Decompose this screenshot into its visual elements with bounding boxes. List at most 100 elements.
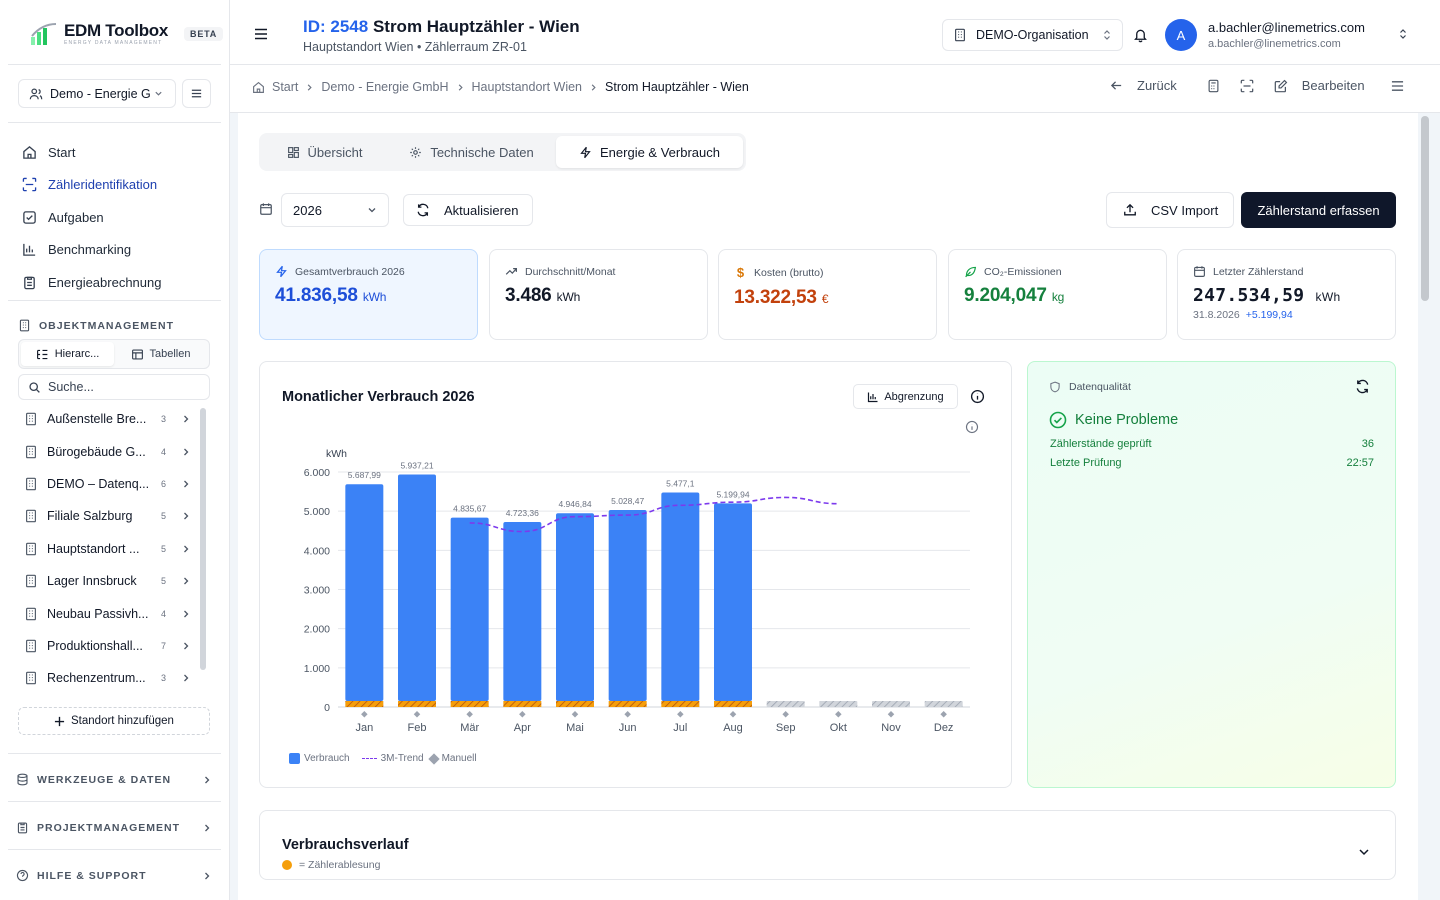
record-reading-button[interactable]: Zählerstand erfassen	[1241, 192, 1396, 228]
edit-icon[interactable]	[1274, 79, 1288, 93]
tree-item-label: Rechenzentrum...	[47, 671, 146, 686]
tree-item[interactable]: Außenstelle Bre... 3	[18, 403, 198, 435]
nav-energieabrechnung[interactable]: Energieabrechnung	[18, 266, 218, 299]
dq-row-label: Zählerstände geprüft	[1050, 438, 1152, 450]
arrow-left-icon[interactable]	[1110, 79, 1123, 92]
refresh-button[interactable]: Aktualisieren	[403, 194, 533, 226]
kpi-monthly-average: Durchschnitt/Monat 3.486 kWh	[489, 249, 708, 340]
menu-icon[interactable]	[1391, 80, 1404, 92]
nav-start[interactable]: Start	[18, 136, 218, 169]
tree-item[interactable]: Produktionshall... 7	[18, 630, 198, 662]
x-tick-label: Dez	[934, 722, 954, 734]
breadcrumb-item[interactable]: Start	[272, 80, 299, 94]
chevron-right-icon[interactable]	[181, 511, 191, 521]
tree-item[interactable]: Rechenzentrum... 3	[18, 662, 198, 694]
tab-energie-verbrauch[interactable]: Energie & Verbrauch	[556, 136, 743, 168]
nav-aufgaben[interactable]: Aufgaben	[18, 201, 218, 234]
view-table-button[interactable]: Tabellen	[114, 342, 207, 366]
chevron-right-icon[interactable]	[181, 544, 191, 554]
app-logo[interactable]: EDM Toolbox ENERGY DATA MANAGEMENT BETA	[30, 22, 224, 46]
trend-line	[469, 496, 839, 533]
year-select[interactable]: 2026	[281, 193, 389, 227]
chevron-right-icon[interactable]	[181, 447, 191, 457]
refresh-icon	[417, 203, 429, 217]
chevrons-updown-icon[interactable]	[1398, 27, 1408, 41]
organization-label: DEMO-Organisation	[976, 28, 1089, 42]
manual-marker	[729, 711, 737, 718]
x-tick-label: Sep	[776, 722, 796, 734]
tree-item-label: Produktionshall...	[47, 638, 143, 653]
section-objektmanagement[interactable]: OBJEKTMANAGEMENT	[18, 319, 174, 332]
nav-zaehleridentifikation[interactable]: Zähleridentifikation	[18, 169, 218, 202]
shield-icon	[1050, 381, 1060, 393]
section-hilfe[interactable]: HILFE & SUPPORT	[16, 869, 210, 882]
sidebar-menu-button[interactable]	[182, 79, 211, 108]
building-icon	[26, 639, 36, 653]
kpi-unit: €	[821, 292, 829, 306]
main-scrollbar[interactable]	[1421, 116, 1429, 301]
divider	[8, 849, 221, 850]
edit-button[interactable]: Bearbeiten	[1301, 78, 1365, 93]
dq-row-value: 36	[1361, 438, 1374, 450]
x-tick-label: Mär	[460, 722, 479, 734]
chevron-right-icon[interactable]	[181, 609, 191, 619]
tree-item-label: Hauptstandort ...	[47, 541, 140, 556]
legend-label: Manuell	[441, 753, 477, 764]
y-tick-label: 5.000	[304, 506, 330, 518]
chevron-down-icon	[368, 208, 376, 213]
consumption-history-card[interactable]: Verbrauchsverlauf = Zählerablesung	[259, 810, 1396, 880]
calculator-icon[interactable]	[1207, 79, 1220, 93]
back-button[interactable]: Zurück	[1137, 78, 1177, 93]
scan-icon[interactable]	[1240, 79, 1254, 93]
chevron-right-icon[interactable]	[181, 641, 191, 651]
tree-item-label: Außenstelle Bre...	[47, 412, 147, 427]
tab-uebersicht[interactable]: Übersicht	[262, 136, 387, 168]
legend-label: 3M-Trend	[380, 753, 424, 764]
org-select[interactable]: Demo - Energie G	[18, 79, 176, 108]
bar-base-hatch	[714, 701, 752, 707]
tree-item[interactable]: Bürogebäude G... 4	[18, 435, 198, 467]
tab-technische-daten[interactable]: Technische Daten	[387, 136, 556, 168]
organization-switcher[interactable]: DEMO-Organisation	[942, 19, 1123, 51]
section-projektmanagement[interactable]: PROJEKTMANAGEMENT	[16, 821, 210, 834]
refresh-icon[interactable]	[1355, 379, 1370, 394]
tree-scrollbar[interactable]	[200, 408, 206, 670]
view-hierarchy-button[interactable]: Hierarc...	[21, 342, 114, 366]
chevron-right-icon[interactable]	[181, 479, 191, 489]
tree-item[interactable]: DEMO – Datenq... 6	[18, 468, 198, 500]
csv-import-button[interactable]: CSV Import	[1106, 192, 1234, 228]
tree-item[interactable]: Neubau Passivh... 4	[18, 597, 198, 629]
tree-item[interactable]: Hauptstandort ... 5	[18, 533, 198, 565]
legend-verbrauch[interactable]: Verbrauch	[289, 753, 350, 764]
manual-marker	[519, 711, 526, 718]
nav-benchmarking[interactable]: Benchmarking	[18, 234, 218, 267]
nav-label: Benchmarking	[48, 242, 132, 258]
tree-item[interactable]: Filiale Salzburg 5	[18, 500, 198, 532]
breadcrumb-item[interactable]: Hauptstandort Wien	[471, 80, 583, 94]
monthly-chart-card: Monatlicher Verbrauch 2026 Abgrenzung kW…	[259, 361, 1012, 788]
breadcrumb-item[interactable]: Demo - Energie GmbH	[321, 80, 449, 94]
add-location-button[interactable]: Standort hinzufügen	[18, 707, 210, 735]
avatar[interactable]: A	[1165, 19, 1197, 51]
chevron-down-icon[interactable]	[1357, 845, 1371, 859]
info-icon[interactable]	[970, 389, 985, 404]
chevron-right-icon[interactable]	[181, 576, 191, 586]
kpi-label: Letzter Zählerstand	[1213, 265, 1304, 278]
legend-trend[interactable]: 3M-Trend	[361, 753, 424, 764]
bar-base-hatch	[450, 701, 489, 707]
bell-icon[interactable]	[1133, 27, 1148, 43]
legend-manuell[interactable]: Manuell	[427, 752, 477, 765]
kpi-unit: kg	[1051, 290, 1065, 304]
tree-item[interactable]: Lager Innsbruck 5	[18, 565, 198, 597]
chevron-right-icon[interactable]	[181, 673, 191, 683]
org-select-label: Demo - Energie G	[50, 86, 151, 101]
chevron-right-icon[interactable]	[181, 414, 191, 424]
menu-icon[interactable]	[254, 28, 268, 40]
data-label: 4.946,84	[558, 499, 591, 509]
data-label: 5.687,99	[348, 470, 381, 480]
calendar-icon	[1194, 266, 1205, 277]
search-input[interactable]: Suche...	[18, 374, 210, 400]
abgrenzung-button[interactable]: Abgrenzung	[853, 384, 958, 409]
info-icon[interactable]	[965, 420, 979, 434]
section-werkzeuge[interactable]: WERKZEUGE & DATEN	[16, 773, 210, 786]
